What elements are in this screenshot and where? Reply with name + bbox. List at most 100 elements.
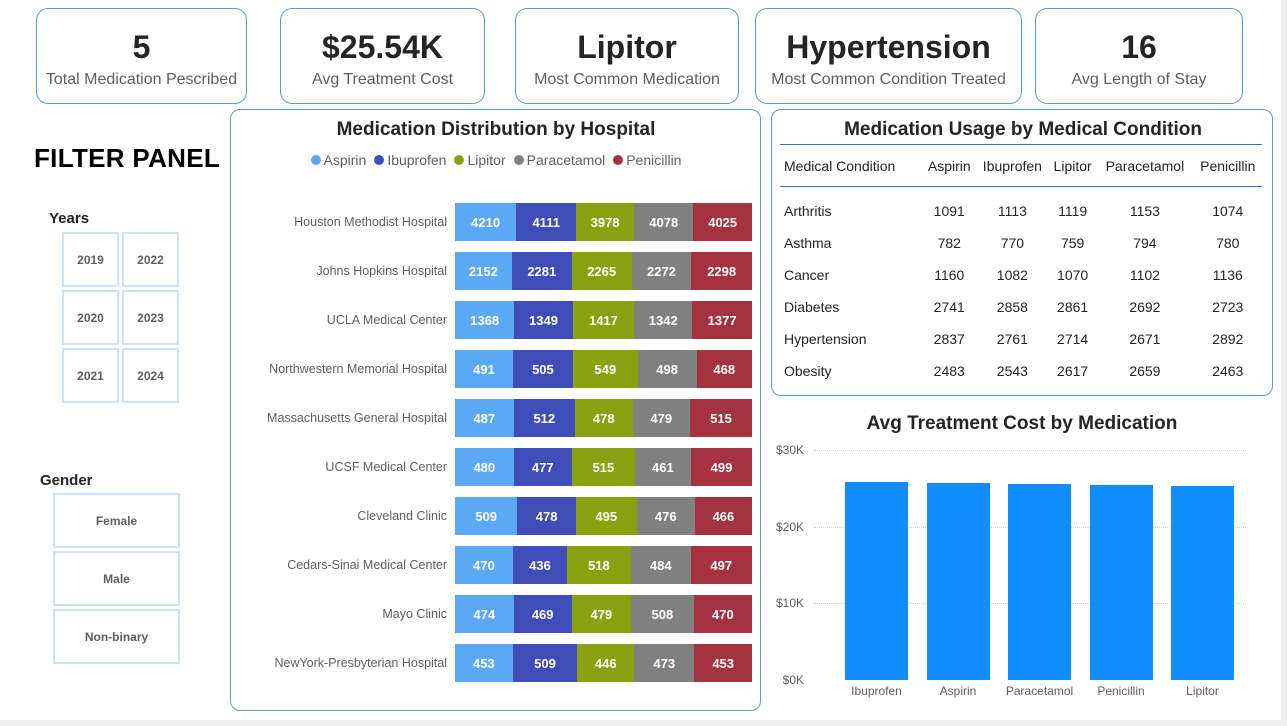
- bar-segment-penicillin[interactable]: 466: [694, 497, 752, 535]
- bar-segment-paracetamol[interactable]: 498: [637, 350, 697, 388]
- year-button-2022[interactable]: 2022: [122, 232, 179, 287]
- kpi-most-common-medication[interactable]: Lipitor Most Common Medication: [515, 8, 739, 104]
- bar-segment-lipitor[interactable]: 518: [566, 546, 631, 584]
- gender-button-male[interactable]: Male: [53, 551, 180, 606]
- gender-button-non-binary[interactable]: Non-binary: [53, 609, 180, 664]
- bar-segment-paracetamol[interactable]: 479: [632, 399, 691, 437]
- bar-row-ucsf-medical-center: UCSF Medical Center 480 477 515 461 499: [231, 448, 761, 486]
- bar-segment-paracetamol[interactable]: 1342: [634, 301, 693, 339]
- bar-segment-aspirin[interactable]: 509: [455, 497, 518, 535]
- bar-segment-paracetamol[interactable]: 461: [634, 448, 692, 486]
- bar-segment-aspirin[interactable]: 1368: [455, 301, 515, 339]
- legend-item-ibuprofen[interactable]: Ibuprofen: [374, 152, 446, 168]
- bar-segment-penicillin[interactable]: 470: [693, 595, 752, 633]
- stacked-bar: 480 477 515 461 499: [455, 448, 752, 486]
- condition-cell: Cancer: [784, 266, 830, 283]
- bar-segment-lipitor[interactable]: 515: [571, 448, 635, 486]
- column-header-medical-condition[interactable]: Medical Condition: [780, 144, 923, 187]
- legend-item-aspirin[interactable]: Aspirin: [310, 152, 366, 168]
- bar-row-johns-hopkins-hospital: Johns Hopkins Hospital 2152 2281 2265 2272 22…: [231, 252, 761, 290]
- bar-segment-penicillin[interactable]: 2298: [691, 252, 752, 290]
- year-button-2023[interactable]: 2023: [122, 290, 179, 345]
- bar-segment-paracetamol[interactable]: 2272: [631, 252, 692, 290]
- value-cell: 2858: [996, 298, 1028, 315]
- bar-segment-paracetamol[interactable]: 484: [630, 546, 691, 584]
- bar-segment-lipitor[interactable]: 549: [572, 350, 638, 388]
- bar-segment-penicillin[interactable]: 453: [694, 644, 752, 682]
- legend-item-paracetamol[interactable]: Paracetamol: [513, 152, 605, 168]
- bar-segment-penicillin[interactable]: 1377: [692, 301, 752, 339]
- bar-segment-ibuprofen[interactable]: 512: [513, 399, 576, 437]
- bar-segment-aspirin[interactable]: 2152: [455, 252, 512, 290]
- bar-segment-lipitor[interactable]: 2265: [571, 252, 632, 290]
- table-row[interactable]: Diabetes 2741 2858 2861 2692 2723: [780, 291, 1262, 323]
- bar-segment-penicillin[interactable]: 515: [690, 399, 752, 437]
- legend-item-lipitor[interactable]: Lipitor: [454, 152, 506, 168]
- table-row[interactable]: Cancer 1160 1082 1070 1102 1136: [780, 259, 1262, 291]
- bar-segment-aspirin[interactable]: 453: [455, 644, 513, 682]
- column-bar-aspirin[interactable]: [926, 483, 990, 680]
- usage-table-header: Medical Condition Aspirin Ibuprofen Lipitor…: [780, 144, 1262, 187]
- bar-segment-aspirin[interactable]: 470: [455, 546, 514, 584]
- column-header-paracetamol[interactable]: Paracetamol: [1096, 144, 1194, 187]
- medication-usage-panel[interactable]: Medication Usage by Medical Condition Me…: [771, 109, 1273, 396]
- value-cell: 1113: [997, 202, 1027, 219]
- legend-item-penicillin[interactable]: Penicillin: [613, 152, 681, 168]
- bar-segment-penicillin[interactable]: 468: [696, 350, 752, 388]
- bar-segment-penicillin[interactable]: 499: [691, 448, 752, 486]
- bar-segment-aspirin[interactable]: 474: [455, 595, 514, 633]
- category-label: UCLA Medical Center: [326, 313, 447, 327]
- bar-segment-ibuprofen[interactable]: 509: [512, 644, 578, 682]
- bar-segment-ibuprofen[interactable]: 1349: [514, 301, 573, 339]
- gender-button-female[interactable]: Female: [53, 493, 180, 548]
- bar-segment-paracetamol[interactable]: 508: [630, 595, 694, 633]
- table-row[interactable]: Asthma 782 770 759 794 780: [780, 227, 1262, 259]
- bar-segment-lipitor[interactable]: 1417: [572, 301, 635, 339]
- table-row[interactable]: Arthritis 1091 1113 1119 1153 1074: [780, 187, 1262, 227]
- bar-segment-penicillin[interactable]: 4025: [693, 203, 752, 241]
- year-button-2019[interactable]: 2019: [62, 232, 119, 287]
- table-row[interactable]: Hypertension 2837 2761 2714 2671 2892: [780, 323, 1262, 355]
- bar-segment-aspirin[interactable]: 491: [455, 350, 514, 388]
- bar-segment-paracetamol[interactable]: 476: [636, 497, 695, 535]
- column-bar-penicillin[interactable]: [1089, 484, 1153, 680]
- column-bar-ibuprofen[interactable]: [845, 482, 908, 680]
- kpi-avg-length-of-stay[interactable]: 16 Avg Length of Stay: [1035, 8, 1243, 104]
- value-cell: 2463: [1212, 362, 1244, 379]
- value-cell: 1160: [934, 266, 965, 283]
- bar-segment-ibuprofen[interactable]: 505: [513, 350, 573, 388]
- year-button-2021[interactable]: 2021: [62, 348, 119, 403]
- column-bar-lipitor[interactable]: [1171, 486, 1234, 680]
- column-bar-paracetamol[interactable]: [1008, 484, 1071, 680]
- bar-segment-ibuprofen[interactable]: 2281: [511, 252, 572, 290]
- kpi-most-common-condition[interactable]: Hypertension Most Common Condition Treat…: [755, 8, 1022, 104]
- column-header-lipitor[interactable]: Lipitor: [1049, 144, 1097, 187]
- bar-segment-ibuprofen[interactable]: 469: [513, 595, 572, 633]
- bar-segment-penicillin[interactable]: 497: [690, 546, 752, 584]
- bar-segment-lipitor[interactable]: 495: [575, 497, 637, 535]
- bar-segment-aspirin[interactable]: 4210: [455, 203, 517, 241]
- bar-segment-lipitor[interactable]: 479: [571, 595, 631, 633]
- bar-segment-paracetamol[interactable]: 473: [634, 644, 695, 682]
- bar-segment-ibuprofen[interactable]: 4111: [516, 203, 577, 241]
- bar-segment-lipitor[interactable]: 478: [575, 399, 633, 437]
- medication-distribution-panel[interactable]: Medication Distribution by Hospital Aspi…: [230, 109, 761, 711]
- value-cell: 1082: [996, 266, 1028, 283]
- bar-segment-lipitor[interactable]: 3978: [576, 203, 635, 241]
- year-button-2024[interactable]: 2024: [122, 348, 179, 403]
- bar-segment-ibuprofen[interactable]: 478: [517, 497, 576, 535]
- column-header-aspirin[interactable]: Aspirin: [922, 144, 976, 187]
- column-header-penicillin[interactable]: Penicillin: [1193, 144, 1262, 187]
- bar-segment-paracetamol[interactable]: 4078: [634, 203, 694, 241]
- kpi-total-medication[interactable]: 5 Total Medication Pescribed: [36, 8, 247, 104]
- year-button-2020[interactable]: 2020: [62, 290, 119, 345]
- bar-segment-aspirin[interactable]: 480: [455, 448, 514, 486]
- kpi-avg-treatment-cost[interactable]: $25.54K Avg Treatment Cost: [280, 8, 485, 104]
- bar-segment-aspirin[interactable]: 487: [455, 399, 514, 437]
- bar-segment-ibuprofen[interactable]: 477: [513, 448, 572, 486]
- category-label: UCSF Medical Center: [325, 460, 447, 474]
- column-header-ibuprofen[interactable]: Ibuprofen: [975, 144, 1050, 187]
- bar-segment-lipitor[interactable]: 446: [577, 644, 635, 682]
- table-row[interactable]: Obesity 2483 2543 2617 2659 2463: [780, 355, 1262, 387]
- bar-segment-ibuprofen[interactable]: 436: [513, 546, 567, 584]
